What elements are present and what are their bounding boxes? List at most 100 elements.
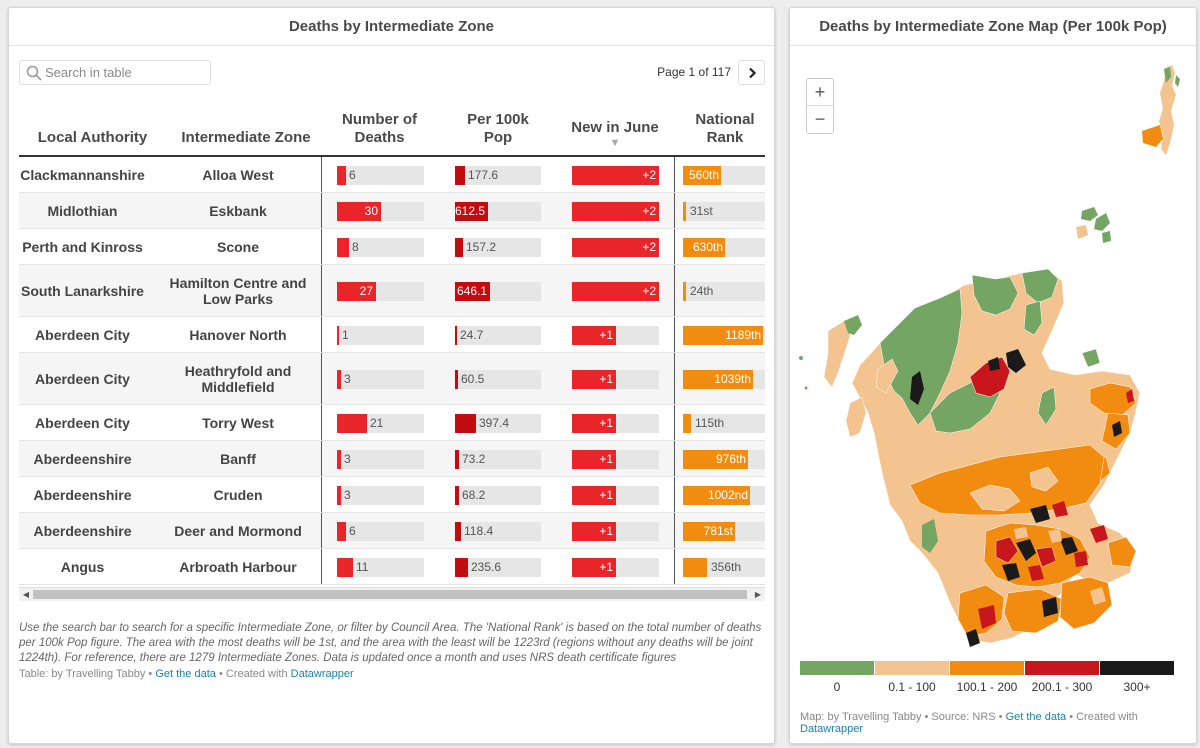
cell-new-in-june-bar	[572, 201, 659, 221]
cell-per-100k-bar	[455, 521, 461, 541]
footer-credit: Map: by Travelling Tabby • Source: NRS •	[800, 711, 1006, 723]
column-divider	[674, 405, 675, 440]
column-divider	[674, 193, 675, 228]
col-per-100k[interactable]: Per 100k Pop	[453, 111, 543, 147]
cell-per-100k-bar	[455, 281, 490, 301]
col-new-in-june[interactable]: New in June ▼	[565, 119, 665, 149]
get-data-link[interactable]: Get the data	[155, 668, 216, 680]
table-notes: Use the search bar to search for a speci…	[19, 622, 762, 664]
legend-swatch	[1025, 661, 1099, 675]
col-number-of-deaths[interactable]: Number of Deaths	[342, 111, 417, 146]
cell-new-in-june-value: +1	[599, 487, 613, 502]
cell-national-rank-bar	[683, 521, 735, 541]
col-new-in-june-label: New in June	[571, 119, 659, 136]
map-region-black	[1042, 597, 1058, 617]
cell-per-100k-bar	[455, 165, 465, 185]
cell-new-in-june: +2	[572, 201, 659, 221]
cell-number-of-deaths: 21	[337, 413, 424, 433]
map-legend: 0 0.1 - 100 100.1 - 200 200.1 - 300 300+	[800, 661, 1176, 694]
map-region-light	[1029, 466, 1059, 492]
table-row: Aberdeen City Torry West 21 397.4 +1 115th	[19, 405, 765, 441]
cell-national-rank-value: 781st	[703, 523, 733, 538]
cell-local-authority: Aberdeen City	[35, 414, 130, 431]
cell-per-100k-value: 235.6	[471, 559, 502, 574]
cell-per-100k-bar	[455, 369, 458, 389]
search-input[interactable]	[45, 62, 207, 83]
cell-local-authority: Midlothian	[47, 202, 118, 219]
cell-per-100k-value: 157.2	[466, 239, 497, 254]
cell-per-100k-value: 612.5	[455, 203, 486, 218]
column-divider	[674, 229, 675, 264]
map-region-black	[1002, 563, 1020, 581]
cell-per-100k-value: 24.7	[460, 327, 484, 342]
cell-intermediate-zone: Heathryfold and Middlefield	[184, 362, 292, 395]
scrollbar-thumb[interactable]	[33, 590, 747, 599]
cell-per-100k-bar	[455, 237, 463, 257]
cell-per-100k: 73.2	[455, 449, 541, 469]
map-region-light	[969, 484, 1021, 512]
scroll-left-arrow-icon[interactable]: ◀	[22, 590, 30, 599]
cell-number-of-deaths-bar	[337, 281, 376, 301]
cell-per-100k: 646.1	[455, 281, 541, 301]
legend-swatch	[800, 661, 874, 675]
table-row: Clackmannanshire Alloa West 6 177.6 +2 560th	[19, 157, 765, 193]
cell-per-100k-bar	[455, 557, 468, 577]
cell-new-in-june-value: +1	[599, 451, 613, 466]
column-divider	[674, 513, 675, 548]
col-local-authority[interactable]: Local Authority	[37, 129, 148, 146]
cell-number-of-deaths: 6	[337, 521, 424, 541]
cell-new-in-june: +1	[572, 557, 659, 577]
cell-number-of-deaths-value: 11	[356, 559, 369, 574]
cell-new-in-june-bar	[572, 165, 659, 185]
scroll-right-arrow-icon[interactable]: ▶	[754, 590, 762, 599]
cell-local-authority: Aberdeen City	[35, 370, 130, 387]
cell-national-rank-value: 115th	[695, 415, 725, 430]
search-box[interactable]	[19, 60, 211, 85]
cell-local-authority: Angus	[60, 558, 105, 575]
map-orkney	[1076, 207, 1111, 243]
cell-new-in-june: +1	[572, 325, 659, 345]
cell-per-100k: 60.5	[455, 369, 541, 389]
col-per-100k-line2: Pop	[483, 129, 513, 146]
cell-new-in-june-bar	[572, 325, 616, 345]
cell-per-100k: 612.5	[455, 201, 541, 221]
col-intermediate-zone[interactable]: Intermediate Zone	[181, 129, 311, 146]
cell-number-of-deaths-bar	[337, 237, 349, 257]
cell-national-rank-bar	[683, 369, 753, 389]
map-central-belt	[909, 444, 1105, 516]
map-title: Deaths by Intermediate Zone Map (Per 100…	[790, 8, 1196, 46]
cell-local-authority: Aberdeenshire	[33, 486, 132, 503]
cell-number-of-deaths-bar	[337, 201, 381, 221]
map-region-red	[978, 605, 996, 629]
cell-intermediate-zone: Torry West	[202, 414, 274, 431]
search-icon	[26, 65, 42, 81]
cell-new-in-june-bar	[572, 449, 616, 469]
table-footer: Table: by Travelling Tabby • Get the dat…	[19, 668, 354, 680]
datawrapper-link[interactable]: Datawrapper	[800, 723, 863, 735]
map-region-red	[1028, 565, 1044, 581]
datawrapper-link[interactable]: Datawrapper	[290, 668, 354, 680]
column-divider	[321, 157, 322, 192]
zoom-in-button[interactable]: +	[807, 79, 833, 106]
map-region-orange	[1107, 536, 1137, 568]
cell-local-authority: Aberdeenshire	[33, 522, 132, 539]
col-national-rank[interactable]: National Rank	[695, 111, 755, 146]
map-region-light	[1014, 527, 1028, 539]
column-divider	[674, 441, 675, 476]
cell-number-of-deaths-value: 3	[344, 487, 351, 502]
cell-number-of-deaths: 6	[337, 165, 424, 185]
cell-national-rank-value: 24th	[690, 283, 714, 298]
cell-new-in-june: +1	[572, 413, 659, 433]
cell-national-rank-bar	[683, 165, 721, 185]
cell-local-authority: Perth and Kinross	[22, 238, 143, 255]
column-divider	[321, 549, 322, 584]
zoom-out-button[interactable]: −	[814, 109, 826, 129]
cell-national-rank: 115th	[683, 413, 765, 433]
next-page-button[interactable]	[738, 60, 765, 85]
column-divider	[321, 405, 322, 440]
get-data-link[interactable]: Get the data	[1005, 711, 1067, 723]
scotland-map[interactable]	[790, 53, 1197, 658]
sort-descending-icon: ▼	[609, 137, 621, 149]
horizontal-scrollbar[interactable]: ◀ ▶	[19, 587, 765, 601]
cell-national-rank-bar	[683, 413, 691, 433]
